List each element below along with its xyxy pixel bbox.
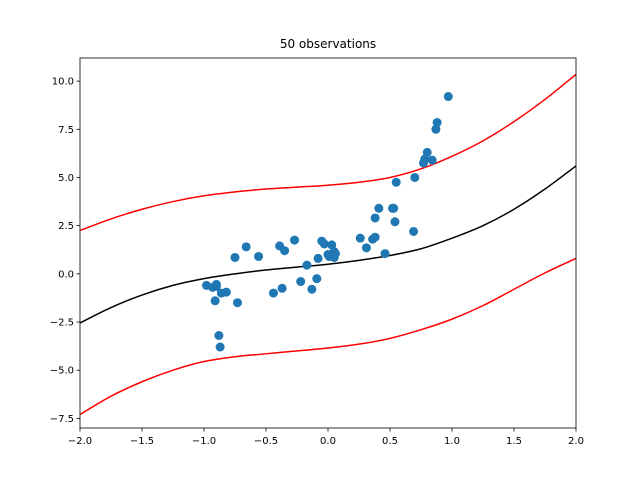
- data-point: [296, 277, 306, 287]
- data-point: [313, 253, 323, 263]
- data-point: [230, 252, 240, 262]
- data-point: [319, 239, 329, 249]
- data-point: [410, 172, 420, 182]
- data-point: [427, 155, 437, 165]
- x-tick-label: 2.0: [568, 436, 584, 447]
- x-tick-label: −1.0: [192, 436, 216, 447]
- data-point: [210, 296, 220, 306]
- data-point: [370, 232, 380, 242]
- y-tick-label: 5.0: [58, 173, 74, 184]
- observation-points: [201, 92, 453, 352]
- y-tick-label: −5.0: [50, 366, 74, 377]
- data-point: [307, 284, 317, 294]
- data-point: [254, 251, 264, 261]
- x-tick-label: 1.0: [444, 436, 460, 447]
- plot-area: [80, 73, 576, 416]
- y-tick-label: −2.5: [50, 318, 74, 329]
- data-point: [443, 92, 453, 102]
- data-point: [312, 274, 322, 284]
- data-point: [361, 243, 371, 253]
- upper-bound-line: [80, 73, 576, 232]
- x-tick-label: −2.0: [68, 436, 92, 447]
- x-tick-label: −1.5: [130, 436, 154, 447]
- data-point: [277, 283, 287, 293]
- data-point: [432, 118, 442, 128]
- data-point: [214, 331, 224, 340]
- data-point: [211, 281, 221, 291]
- y-axis: −7.5 −5.0 −2.5 0.0 2.5 5.0 7.5 10.0: [50, 77, 80, 425]
- y-tick-label: 7.5: [58, 125, 74, 136]
- y-tick-label: −7.5: [50, 414, 74, 425]
- data-point: [221, 287, 231, 297]
- data-point: [390, 217, 400, 227]
- data-point: [389, 203, 399, 213]
- data-point: [374, 203, 384, 213]
- data-point: [232, 298, 242, 308]
- data-point: [215, 342, 225, 352]
- data-point: [330, 249, 340, 259]
- data-point: [370, 213, 380, 223]
- data-point: [290, 235, 300, 245]
- data-point: [355, 233, 365, 243]
- lower-bound-line: [80, 257, 576, 416]
- data-point: [391, 177, 401, 187]
- x-axis: −2.0 −1.5 −1.0 −0.5 0.0 0.5 1.0 1.5 2.0: [68, 428, 584, 447]
- y-tick-label: 2.5: [58, 221, 74, 232]
- x-tick-label: 0.0: [320, 436, 336, 447]
- y-tick-label: 10.0: [52, 77, 74, 88]
- data-point: [268, 288, 278, 298]
- data-point: [280, 246, 290, 256]
- y-tick-label: 0.0: [58, 269, 74, 280]
- fitted-curve-line: [80, 165, 576, 324]
- data-point: [409, 226, 419, 236]
- data-point: [302, 260, 312, 270]
- x-tick-label: 1.5: [506, 436, 522, 447]
- data-point: [380, 249, 390, 259]
- x-tick-label: −0.5: [254, 436, 278, 447]
- x-tick-label: 0.5: [382, 436, 398, 447]
- data-point: [241, 242, 251, 252]
- chart-title: 50 observations: [280, 37, 376, 51]
- data-point: [422, 147, 432, 157]
- data-point: [431, 124, 441, 134]
